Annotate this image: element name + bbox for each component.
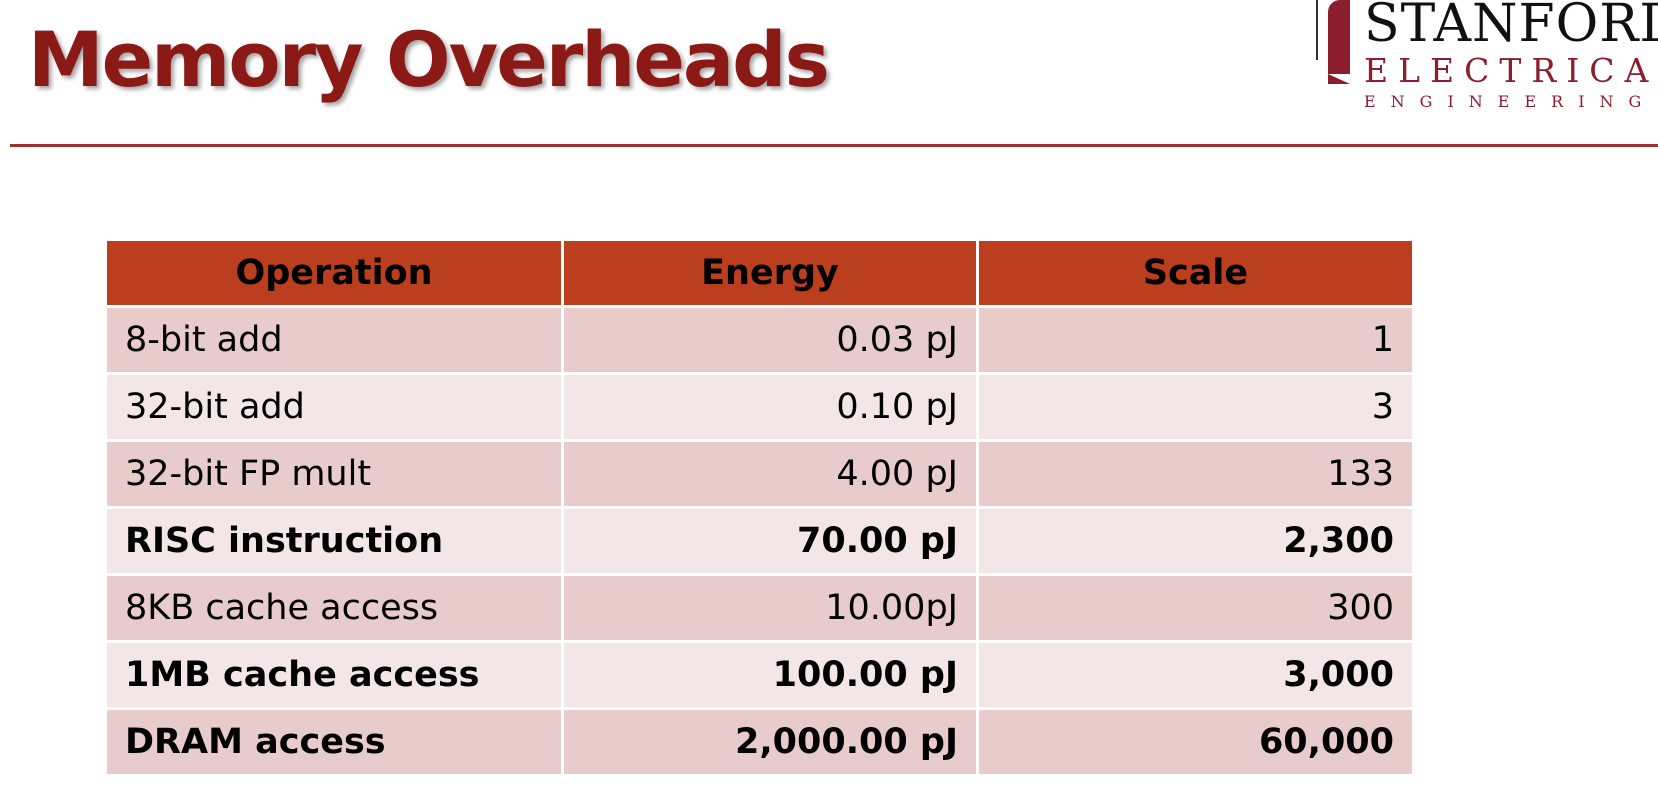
table-row: RISC instruction 70.00 pJ 2,300 <box>107 509 1412 573</box>
table-row: 32-bit add 0.10 pJ 3 <box>107 375 1412 439</box>
logo-emblem <box>1328 0 1350 84</box>
cell-scale: 2,300 <box>979 509 1412 573</box>
table-row: 1MB cache access 100.00 pJ 3,000 <box>107 643 1412 707</box>
cell-scale: 300 <box>979 576 1412 640</box>
header-operation: Operation <box>107 241 561 305</box>
table-row: 32-bit FP mult 4.00 pJ 133 <box>107 442 1412 506</box>
table-row: DRAM access 2,000.00 pJ 60,000 <box>107 710 1412 774</box>
table-row: 8-bit add 0.03 pJ 1 <box>107 308 1412 372</box>
energy-table: Operation Energy Scale 8-bit add 0.03 pJ… <box>104 238 1415 777</box>
cell-operation: 32-bit add <box>107 375 561 439</box>
logo-stanford-text: STANFORD <box>1364 0 1658 54</box>
cell-operation: RISC instruction <box>107 509 561 573</box>
cell-scale: 1 <box>979 308 1412 372</box>
header-scale: Scale <box>979 241 1412 305</box>
title-divider <box>10 144 1658 147</box>
cell-energy: 0.03 pJ <box>564 308 976 372</box>
cell-operation: DRAM access <box>107 710 561 774</box>
stanford-ee-logo: STANFORD ELECTRICAL ENGINEERING <box>1316 0 1658 115</box>
logo-emblem-notch <box>1328 74 1350 84</box>
cell-operation: 32-bit FP mult <box>107 442 561 506</box>
logo-electrical-text: ELECTRICAL <box>1364 51 1658 90</box>
cell-operation: 1MB cache access <box>107 643 561 707</box>
cell-scale: 60,000 <box>979 710 1412 774</box>
table-row: 8KB cache access 10.00pJ 300 <box>107 576 1412 640</box>
cell-scale: 3,000 <box>979 643 1412 707</box>
logo-divider <box>1316 0 1318 60</box>
logo-engineering-text: ENGINEERING <box>1364 92 1657 111</box>
cell-energy: 2,000.00 pJ <box>564 710 976 774</box>
slide-title: Memory Overheads <box>28 15 830 104</box>
table-header-row: Operation Energy Scale <box>107 241 1412 305</box>
cell-energy: 70.00 pJ <box>564 509 976 573</box>
cell-energy: 0.10 pJ <box>564 375 976 439</box>
cell-energy: 100.00 pJ <box>564 643 976 707</box>
cell-operation: 8-bit add <box>107 308 561 372</box>
header-energy: Energy <box>564 241 976 305</box>
cell-scale: 3 <box>979 375 1412 439</box>
cell-operation: 8KB cache access <box>107 576 561 640</box>
cell-energy: 4.00 pJ <box>564 442 976 506</box>
cell-scale: 133 <box>979 442 1412 506</box>
cell-energy: 10.00pJ <box>564 576 976 640</box>
